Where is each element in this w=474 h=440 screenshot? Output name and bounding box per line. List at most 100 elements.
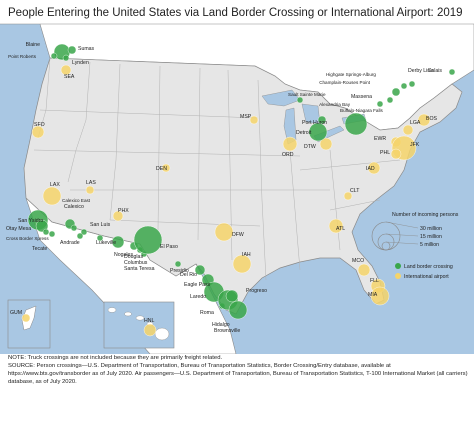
land-label-cross-border-xpress: Cross Border Xpress (6, 236, 49, 241)
air-label-ewr: EWR (374, 136, 386, 142)
land-label-san-luis: San Luis (90, 222, 111, 228)
data-circles (21, 43, 456, 337)
land-label-andrade: Andrade (60, 240, 80, 246)
land-label-presidio: Presidio (170, 268, 189, 274)
land-marker-lukeville (96, 234, 104, 242)
land-marker-san-luis (80, 228, 88, 236)
land-marker-tecate (48, 230, 56, 238)
legend-size-15m: 15 million (420, 234, 442, 240)
land-marker-nogales (111, 235, 125, 249)
air-marker-gum (21, 313, 31, 323)
land-label-highgate-springs-alburg: Highgate Springs-Alburg (326, 72, 376, 77)
legend-size-5m: 5 million (420, 242, 439, 248)
air-marker-phx (112, 210, 124, 222)
land-label-eagle-pass: Eagle Pass (184, 282, 211, 288)
air-marker-mco (357, 263, 371, 277)
land-marker-detroit (308, 122, 328, 142)
air-marker-las (85, 185, 95, 195)
land-marker-presidio (174, 260, 182, 268)
land-label-nogales: Nogales (114, 252, 133, 258)
legend: Number of incoming persons 30 million 15… (371, 212, 459, 280)
land-marker-massena (386, 96, 394, 104)
land-label-detroit: Detroit (296, 130, 312, 136)
air-marker-dtw (319, 137, 333, 151)
land-marker-highgate-springs-alburg (400, 82, 408, 90)
lake-superior (261, 89, 301, 107)
hawaii-islands (107, 307, 170, 341)
land-label-derby-line: Derby Line (408, 68, 433, 74)
land-label-el-paso: El Paso (160, 244, 178, 250)
land-marker-progreso (225, 289, 239, 303)
air-label-sea: SEA (64, 74, 75, 80)
land-label-san-ysidro: San Ysidro (18, 218, 43, 224)
air-marker-iah (232, 254, 252, 274)
land-label-massena: Massena (351, 94, 372, 100)
air-label-fll: FLL (370, 278, 379, 284)
land-marker-alexandria-bay (376, 100, 384, 108)
legend-heading: Number of incoming persons (392, 212, 459, 218)
land-label-port-huron: Port Huron (302, 120, 327, 126)
land-marker-sumas (67, 45, 77, 55)
air-marker-ord (282, 136, 298, 152)
air-label-hnl: HNL (144, 318, 154, 324)
air-label-dfw: DFW (232, 232, 244, 238)
land-label-tecate: Tecate (32, 246, 47, 252)
air-marker-dfw (214, 222, 234, 242)
legend-air-swatch (395, 273, 401, 279)
land-label-progreso: Progreso (246, 288, 267, 294)
note-line: NOTE: Truck crossings are not included b… (8, 355, 223, 361)
air-label-las: LAS (86, 180, 96, 186)
air-marker-mia (370, 286, 390, 306)
land-label-calais: Calais (428, 68, 443, 74)
air-marker-atl (328, 218, 344, 234)
legend-size-30m: 30 million (420, 226, 442, 232)
air-label-mia: MIA (368, 292, 378, 298)
air-label-bos: BOS (426, 116, 437, 122)
land-marker-derby-line (408, 80, 416, 88)
land-label-champlain-rouses-point: Champlain-Rouses Point (319, 80, 371, 85)
air-label-lax: LAX (50, 182, 60, 188)
data-labels: SEA SFO LAX LAS PHX DEN MSP ORD DTW BOS EWR JFK PHL I… (6, 42, 442, 334)
land-marker-del-rio (194, 264, 206, 276)
land-label-buffalo-niagara-falls: Buffalo-Niagara Falls (340, 108, 384, 113)
air-label-atl: ATL (336, 226, 345, 232)
air-label-phl: PHL (380, 150, 390, 156)
air-marker-den (161, 163, 171, 173)
air-label-gum: GUM (10, 310, 22, 316)
air-label-iah: IAH (242, 252, 251, 258)
air-marker-iad (367, 161, 381, 175)
source-line: SOURCE: Person crossings—U.S. Department… (8, 363, 468, 385)
air-marker-hnl (143, 323, 157, 337)
air-label-jfk: JFK (410, 142, 420, 148)
land-marker-champlain-rouses-point (391, 87, 401, 97)
land-label-sumas: Sumas (78, 46, 95, 52)
air-marker-sfo (31, 125, 45, 139)
air-label-msp: MSP (240, 114, 252, 120)
land-label-point-roberts: Point Roberts (8, 54, 37, 59)
air-label-den: DEN (156, 166, 167, 172)
land-label-columbus: Columbus (124, 260, 148, 266)
land-marker-cross-border-xpress (42, 228, 50, 236)
land-label-lynden: Lynden (72, 60, 89, 66)
land-marker-calais (448, 68, 456, 76)
legend-land-swatch (395, 263, 401, 269)
land-label-santa-teresa: Santa Teresa (124, 266, 155, 272)
air-marker-clt (343, 191, 353, 201)
air-label-clt: CLT (350, 188, 360, 194)
land-label-del-rio: Del Rio (180, 272, 197, 278)
land-label-laredo: Laredo (190, 294, 206, 300)
land-label-hidalgo: Hidalgo (212, 322, 230, 328)
land-marker-point-roberts (50, 52, 58, 60)
land-label-calexico-east: Calexico East (62, 198, 91, 203)
air-label-lga: LGA (410, 120, 421, 126)
land-label-sault-sainte-marie: Sault Sainte Marie (288, 92, 326, 97)
land-marker-buffalo-niagara-falls (344, 112, 368, 136)
legend-land-label: Land border crossing (404, 264, 453, 270)
map-canvas: SEA SFO LAX LAS PHX DEN MSP ORD DTW BOS EWR JFK PHL I… (0, 23, 474, 354)
legend-air-label: International airport (404, 274, 449, 280)
air-label-mco: MCO (352, 258, 364, 264)
land-marker-sault-sainte-marie (296, 96, 304, 104)
air-label-ord: ORD (282, 152, 294, 158)
notes-block: NOTE: Truck crossings are not included b… (8, 354, 468, 386)
land-marker-brownsville (228, 300, 248, 320)
